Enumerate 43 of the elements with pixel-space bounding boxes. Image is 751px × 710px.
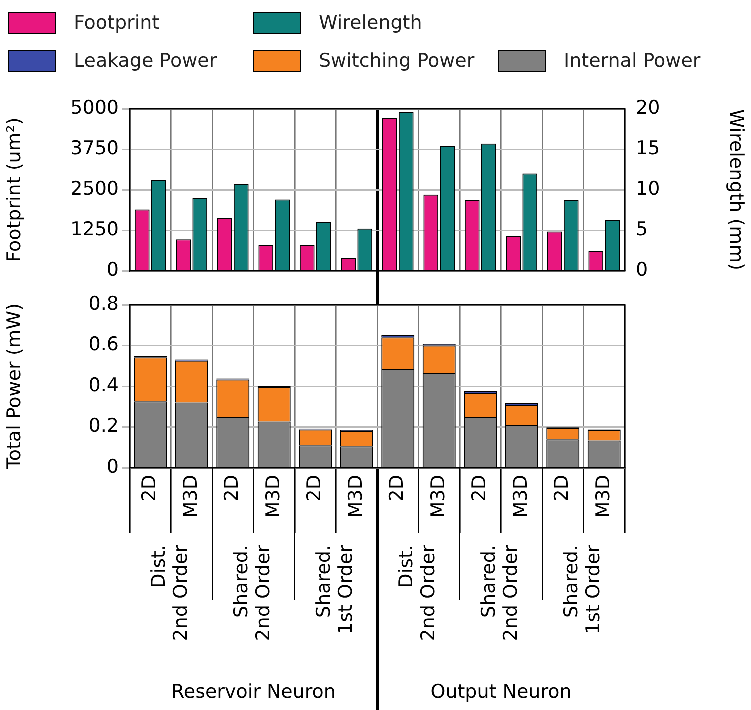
x-tick-label: M3D — [592, 475, 614, 518]
text: Shared. 1st Order — [313, 544, 358, 634]
x-tick-label: 2D — [221, 475, 244, 502]
y-tick-label: 0 — [106, 258, 119, 281]
y-tick-label: 0.8 — [88, 292, 119, 315]
y-tick-label: 2500 — [70, 178, 119, 200]
text: Shared. 1st Order — [560, 544, 605, 634]
x-tick-label: 2D — [468, 475, 491, 502]
y-tick-label: 1250 — [70, 218, 119, 240]
x-tick-label: M3D — [344, 475, 367, 518]
text: Dist. 2nd Order — [396, 544, 440, 642]
y2-tick-label: 5 — [636, 218, 648, 240]
y-tick-label: 3750 — [70, 137, 119, 160]
legend-label: Footprint — [74, 12, 160, 34]
y2-tick-label: 10 — [636, 178, 660, 200]
y2-tick-label: 0 — [636, 258, 648, 281]
x-tick-label: M3D — [262, 475, 284, 518]
y2-tick-label: 20 — [636, 96, 660, 119]
text: Output Neuron — [430, 680, 572, 703]
y-tick-label: 0.2 — [88, 415, 119, 438]
legend-label: Wirelength — [319, 12, 422, 34]
text: Shared. 2nd Order — [478, 544, 522, 642]
x-tick-label: 2D — [138, 475, 161, 502]
legend-label: Switching Power — [319, 50, 475, 72]
legend-label: Internal Power — [564, 50, 701, 72]
y-tick-label: 0.4 — [88, 374, 119, 396]
y-tick-label: 0.6 — [88, 334, 119, 356]
x-tick-label: M3D — [427, 475, 450, 518]
x-tick-label: M3D — [180, 475, 202, 518]
x-tick-label: 2D — [386, 475, 408, 502]
x-tick-label: 2D — [551, 475, 574, 502]
x-tick-label: M3D — [510, 475, 532, 518]
y-tick-label: 0 — [106, 456, 119, 478]
y-axis-title: Footprint (um²) — [3, 118, 26, 262]
text: Dist. 2nd Order — [148, 544, 192, 642]
y-axis-title: Total Power (mW) — [3, 303, 26, 471]
x-tick-label: 2D — [304, 475, 326, 502]
legend-label: Leakage Power — [74, 50, 218, 72]
y2-axis-title: Wirelength (mm) — [726, 109, 748, 271]
y-tick-label: 5000 — [70, 96, 119, 119]
y2-tick-label: 15 — [636, 137, 660, 160]
text: Shared. 2nd Order — [230, 544, 275, 642]
text: Reservoir Neuron — [172, 680, 336, 703]
